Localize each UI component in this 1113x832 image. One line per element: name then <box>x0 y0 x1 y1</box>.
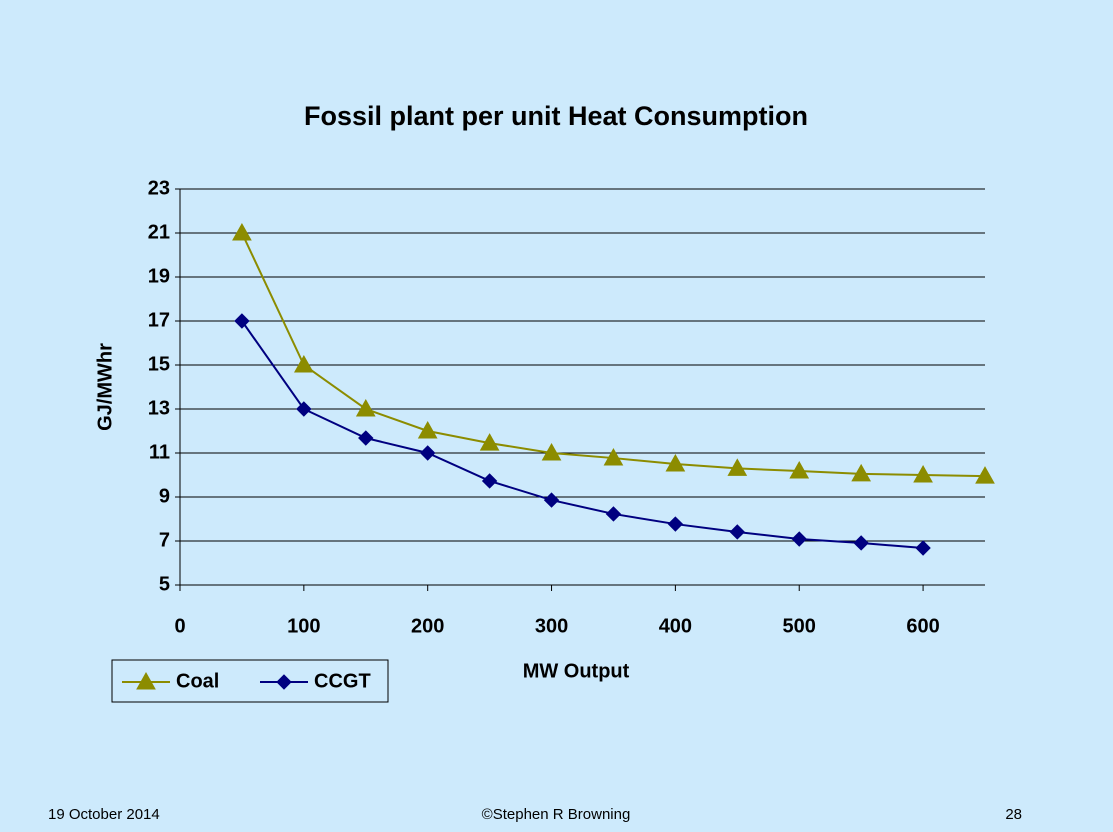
data-point <box>727 458 748 476</box>
legend-box <box>111 659 389 703</box>
data-point <box>541 442 562 461</box>
data-point <box>355 398 376 417</box>
data-point <box>605 506 622 522</box>
footer-author: ©Stephen R Browning <box>482 806 631 823</box>
data-point <box>665 453 686 472</box>
data-point <box>479 433 500 451</box>
y-tick-label: 15 <box>148 353 170 375</box>
legend-label: Coal <box>176 670 219 692</box>
data-point <box>789 461 810 479</box>
x-tick-label: 500 <box>783 615 816 637</box>
x-tick-label: 100 <box>287 615 320 637</box>
series-line <box>241 320 924 550</box>
y-tick-label: 5 <box>159 573 170 595</box>
y-tick-label: 21 <box>148 221 170 243</box>
data-point <box>975 466 995 484</box>
data-point <box>358 430 374 446</box>
y-axis-label: GJ/MWhr <box>94 343 116 431</box>
data-point <box>296 401 312 417</box>
data-point <box>851 463 872 482</box>
data-point <box>729 524 746 540</box>
y-tick-label: 19 <box>148 265 170 287</box>
legend-marker <box>276 674 292 690</box>
x-tick-label: 400 <box>659 615 692 637</box>
data-point <box>419 445 436 461</box>
footer-page: 28 <box>1005 806 1022 823</box>
y-tick-label: 7 <box>159 529 170 551</box>
x-axis-label: MW Output <box>523 660 630 682</box>
data-point <box>543 492 560 508</box>
data-point <box>603 448 624 466</box>
chart-title: Fossil plant per unit Heat Consumption <box>304 101 808 131</box>
y-tick-label: 17 <box>148 309 170 331</box>
data-point <box>915 540 931 556</box>
legend-label: CCGT <box>314 670 371 692</box>
x-tick-label: 600 <box>906 615 939 637</box>
x-tick-label: 200 <box>411 615 444 637</box>
data-point <box>791 531 807 547</box>
data-point <box>481 473 498 489</box>
data-point <box>913 464 933 483</box>
series-line <box>241 232 986 478</box>
y-tick-label: 23 <box>148 177 170 199</box>
data-point <box>232 222 252 241</box>
y-tick-label: 9 <box>159 485 170 507</box>
legend-marker <box>136 671 156 690</box>
data-point <box>293 354 314 373</box>
y-tick-label: 11 <box>149 441 170 463</box>
footer-date: 19 October 2014 <box>48 806 160 823</box>
data-point <box>234 313 250 329</box>
data-point <box>853 535 869 551</box>
x-tick-label: 0 <box>174 615 185 637</box>
x-tick-label: 300 <box>535 615 568 637</box>
y-tick-label: 13 <box>148 397 170 419</box>
data-point <box>417 420 438 439</box>
data-point <box>667 516 684 532</box>
